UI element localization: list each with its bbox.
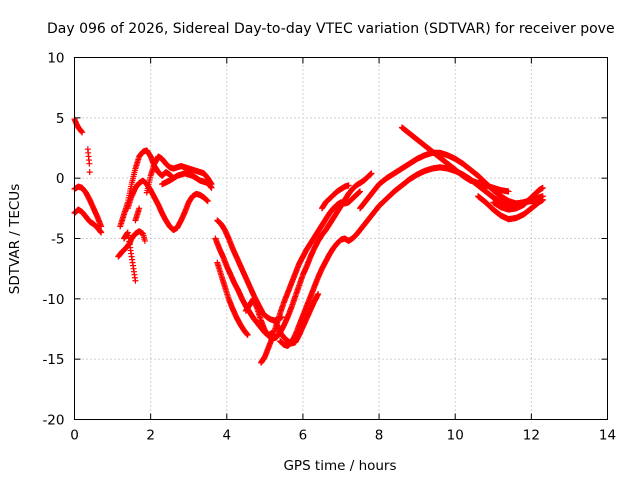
series-track-13 xyxy=(212,235,276,339)
x-tick-label: 14 xyxy=(599,428,616,444)
data-point xyxy=(86,160,93,167)
y-tick-label: -20 xyxy=(42,413,64,429)
x-tick-label: 4 xyxy=(222,428,231,444)
series-track-6 xyxy=(120,229,139,284)
y-tick-label: -15 xyxy=(42,352,64,368)
series-track-1 xyxy=(71,116,86,136)
series-track-15 xyxy=(242,170,375,342)
data-point xyxy=(136,205,143,212)
x-tick-label: 0 xyxy=(70,428,79,444)
data-point xyxy=(132,277,139,284)
series-track-19 xyxy=(318,182,352,212)
data-point xyxy=(208,184,215,191)
series-track-22 xyxy=(475,193,546,223)
x-tick-label: 8 xyxy=(375,428,384,444)
data-point xyxy=(86,169,93,176)
series-track-4 xyxy=(84,146,93,176)
series-track-18 xyxy=(273,291,322,347)
y-tick-label: -10 xyxy=(42,292,64,308)
data-point xyxy=(141,237,148,244)
y-tick-label: 5 xyxy=(56,111,65,127)
series-track-14 xyxy=(214,259,251,339)
data-point xyxy=(315,291,322,298)
y-axis: -20 -15 -10 -5 0 5 10 xyxy=(42,51,608,429)
x-tick-label: 12 xyxy=(523,428,540,444)
data-point xyxy=(505,188,512,195)
series-track-10 xyxy=(159,170,215,191)
x-tick-label: 2 xyxy=(146,428,155,444)
x-tick-label: 6 xyxy=(299,428,308,444)
chart-title: Day 096 of 2026, Sidereal Day-to-day VTE… xyxy=(47,21,615,37)
series-track-11 xyxy=(132,205,143,224)
y-tick-label: 0 xyxy=(56,171,65,187)
data-point xyxy=(79,129,86,136)
series-track-23 xyxy=(490,184,546,213)
x-axis: 0 2 4 6 8 10 12 14 xyxy=(70,57,616,444)
data-point xyxy=(244,332,251,339)
series-track-21 xyxy=(398,124,512,195)
data-point xyxy=(98,229,105,236)
series-track-2 xyxy=(71,183,105,230)
y-axis-label: SDTVAR / TECUs xyxy=(7,184,23,294)
x-tick-label: 10 xyxy=(447,428,464,444)
series-track-8 xyxy=(124,177,211,234)
data-point xyxy=(345,182,352,189)
data-point xyxy=(204,198,211,205)
y-tick-label: -5 xyxy=(51,232,64,248)
series-track-3 xyxy=(71,206,105,236)
series-track-16 xyxy=(258,188,364,366)
data-point xyxy=(539,184,546,191)
y-tick-label: 10 xyxy=(47,51,64,67)
data-point xyxy=(539,196,546,203)
data-point xyxy=(368,170,375,177)
x-axis-label: GPS time / hours xyxy=(283,458,396,474)
data-marks xyxy=(71,116,546,366)
data-point xyxy=(357,188,364,195)
